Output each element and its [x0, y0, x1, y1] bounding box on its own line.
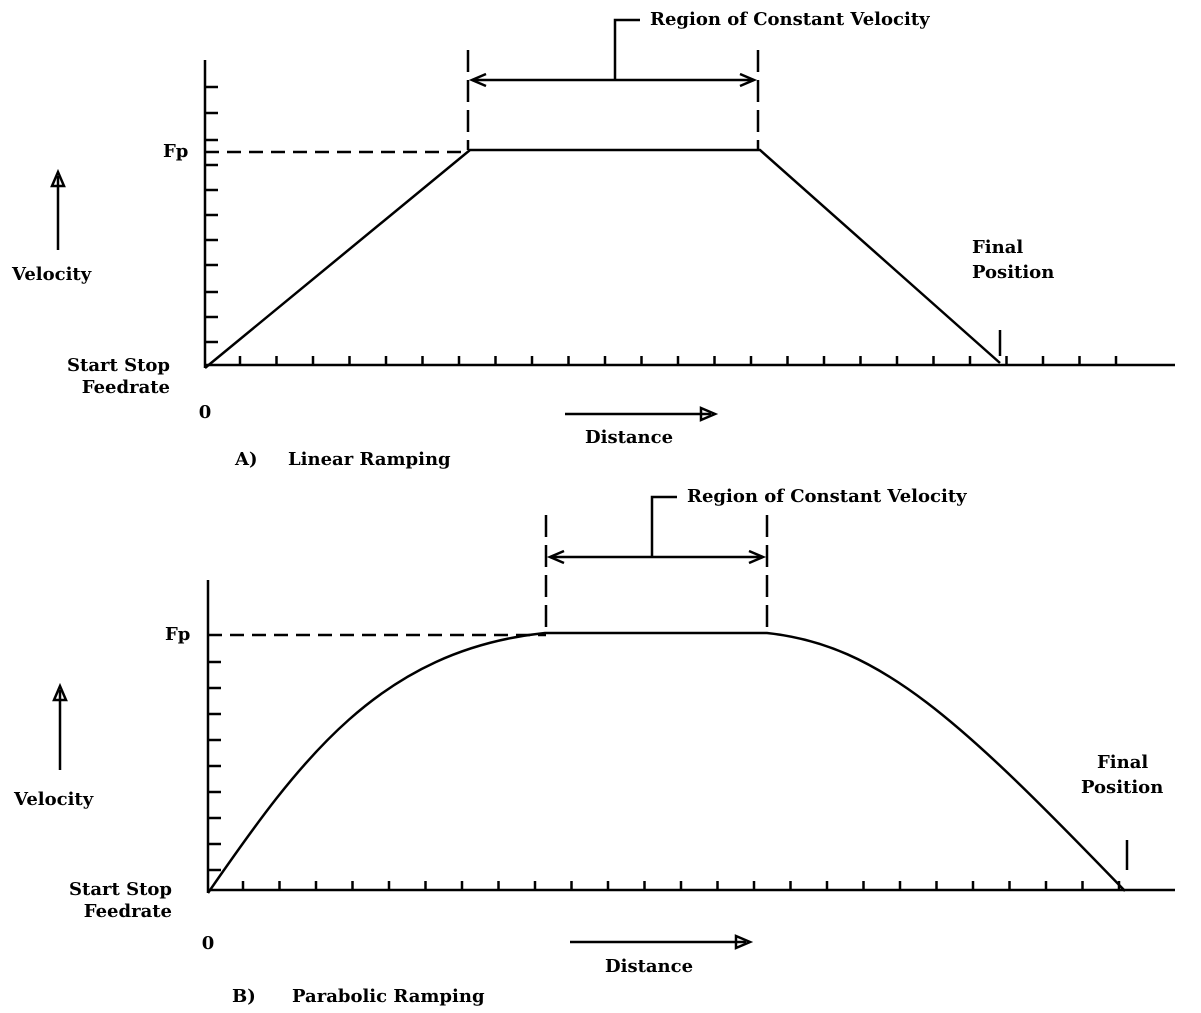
end-label: Position: [972, 262, 1054, 283]
end-label: Final: [972, 237, 1023, 258]
arrowhead: [739, 72, 758, 88]
end-label: Final: [1097, 752, 1148, 773]
arrowhead: [734, 934, 754, 950]
region-bracket: [613, 18, 640, 80]
arrowhead: [748, 549, 767, 565]
origin-label: Start Stop: [67, 355, 170, 376]
y-label: Velocity: [13, 789, 94, 810]
fp-label: Fp: [163, 141, 188, 162]
zero-label: 0: [202, 933, 215, 954]
x-label: Distance: [585, 427, 673, 448]
velocity-profile: [206, 631, 1126, 894]
x-label: Distance: [605, 956, 693, 977]
zero-label: 0: [199, 402, 212, 423]
fp-label: Fp: [165, 624, 190, 645]
origin-label: Start Stop: [69, 879, 172, 900]
region-label: Region of Constant Velocity: [650, 9, 930, 30]
region-bracket: [650, 495, 677, 557]
arrowhead: [468, 72, 487, 88]
origin-label: Feedrate: [82, 377, 170, 398]
end-label: Position: [1081, 777, 1163, 798]
caption-letter: B): [232, 986, 256, 1007]
y-label: Velocity: [11, 264, 92, 285]
caption: Parabolic Ramping: [292, 986, 485, 1007]
caption: Linear Ramping: [288, 449, 451, 470]
origin-label: Feedrate: [84, 901, 172, 922]
region-label: Region of Constant Velocity: [687, 486, 967, 507]
arrowhead: [50, 168, 66, 188]
caption-letter: A): [234, 449, 257, 470]
arrowhead: [699, 406, 719, 422]
arrowhead: [52, 682, 68, 702]
velocity-profile: [204, 148, 1001, 369]
arrowhead: [546, 549, 565, 565]
